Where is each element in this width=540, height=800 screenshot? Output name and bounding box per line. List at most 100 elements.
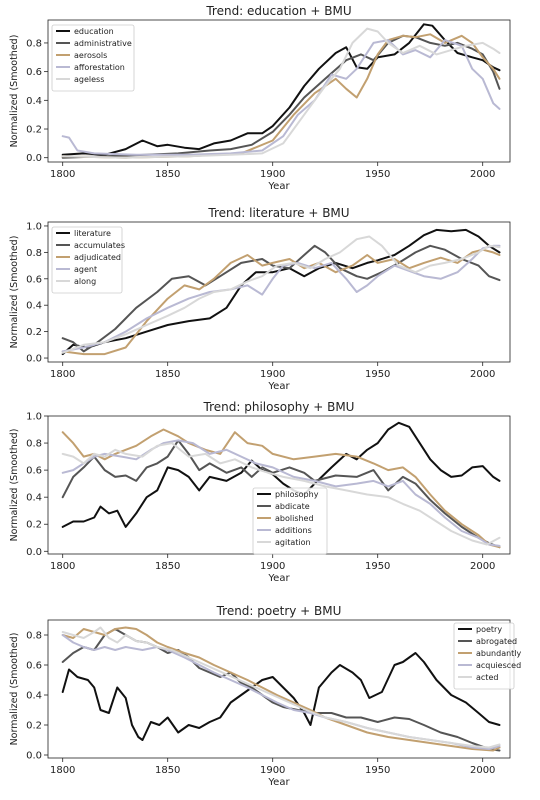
y-axis-label: Normalized (Smoothed) bbox=[9, 429, 20, 542]
y-tick-label: 0.6 bbox=[26, 466, 42, 477]
series-line-ageless bbox=[61, 27, 501, 159]
x-tick-label: 1850 bbox=[155, 369, 180, 380]
legend-entry: along bbox=[74, 277, 96, 286]
series-line-agent bbox=[61, 244, 501, 353]
legend-box bbox=[51, 24, 135, 92]
series-line-additions bbox=[61, 439, 501, 547]
series-line-philosophy bbox=[61, 421, 501, 528]
legend-box bbox=[453, 622, 515, 690]
x-tick-label: 1900 bbox=[260, 765, 285, 776]
series-line-agitation bbox=[61, 442, 501, 546]
x-tick-label: 1800 bbox=[50, 765, 75, 776]
legend: education administrative aerosols afforesta… bbox=[51, 24, 135, 92]
y-tick-label: 0.4 bbox=[26, 493, 42, 504]
chart-3: Trend: philosophy + BMU 1800 1850 1900 1950 2… bbox=[9, 400, 511, 584]
y-tick-label: 0.8 bbox=[26, 631, 42, 642]
x-tick-label: 1950 bbox=[365, 561, 390, 572]
legend-entry: adjudicated bbox=[74, 253, 121, 262]
legend-box bbox=[51, 226, 123, 294]
y-tick-label: 0.6 bbox=[26, 274, 42, 285]
x-tick-label: 1800 bbox=[50, 561, 75, 572]
chart-title: Trend: philosophy + BMU bbox=[203, 400, 355, 414]
y-tick-label: 0.0 bbox=[26, 751, 42, 762]
legend-entry: abolished bbox=[275, 514, 314, 523]
legend-entry: abdicate bbox=[275, 502, 310, 511]
legend-entry: additions bbox=[275, 526, 312, 535]
series-line-adjudicated bbox=[61, 248, 501, 356]
series-line-aerosols bbox=[61, 33, 501, 159]
y-tick-label: 1.0 bbox=[26, 412, 42, 423]
y-axis-label: Normalized (Smoothed) bbox=[9, 236, 20, 349]
legend-entry: administrative bbox=[74, 39, 132, 48]
series-line-along bbox=[61, 235, 501, 354]
x-tick-label: 2000 bbox=[470, 369, 495, 380]
chart-1: Trend: education + BMU 1800 1850 1900 1950 20… bbox=[9, 4, 511, 192]
legend-entry: acquiesced bbox=[476, 661, 521, 670]
y-tick-label: 0.8 bbox=[26, 248, 42, 259]
x-tick-label: 2000 bbox=[470, 169, 495, 180]
series-line-acted bbox=[61, 626, 501, 749]
legend-entry: abundantly bbox=[476, 649, 522, 658]
legend-entry: aerosols bbox=[74, 51, 107, 60]
y-axis-label: Normalized (Smoothed) bbox=[9, 633, 20, 746]
y-tick-label: 0.4 bbox=[26, 691, 42, 702]
x-tick-label: 1950 bbox=[365, 369, 390, 380]
y-tick-label: 0.6 bbox=[26, 67, 42, 78]
legend-entry: afforestation bbox=[74, 63, 125, 72]
legend-entry: ageless bbox=[74, 75, 104, 84]
legend: poetry abrogated abundantly acquiesced acted bbox=[453, 622, 522, 690]
y-tick-label: 0.2 bbox=[26, 520, 42, 531]
series-line-abundantly bbox=[61, 626, 501, 752]
legend-entry: agitation bbox=[275, 538, 311, 547]
x-tick-label: 1800 bbox=[50, 369, 75, 380]
series-line-accumulates bbox=[61, 244, 501, 353]
y-tick-label: 0.8 bbox=[26, 439, 42, 450]
x-axis-label: Year bbox=[267, 381, 290, 392]
y-tick-label: 0.8 bbox=[26, 38, 42, 49]
chart-title: Trend: poetry + BMU bbox=[216, 604, 342, 618]
chart-2: Trend: literature + BMU 1800 1850 1900 1950 2… bbox=[9, 206, 511, 392]
x-tick-label: 1950 bbox=[365, 169, 390, 180]
legend-entry: poetry bbox=[476, 625, 502, 634]
y-tick-label: 0.0 bbox=[26, 354, 42, 365]
legend: literature accumulates adjudicated agent alo… bbox=[51, 226, 125, 294]
legend-entry: literature bbox=[74, 229, 111, 238]
chart-4: Trend: poetry + BMU 1800 1850 1900 1950 2000 0… bbox=[9, 604, 522, 788]
x-axis-label: Year bbox=[267, 573, 290, 584]
series-line-afforestation bbox=[61, 39, 501, 156]
y-tick-label: 0.0 bbox=[26, 547, 42, 558]
x-tick-label: 2000 bbox=[470, 561, 495, 572]
x-tick-label: 1950 bbox=[365, 765, 390, 776]
x-tick-label: 1900 bbox=[260, 169, 285, 180]
series-line-abolished bbox=[61, 428, 501, 549]
x-tick-label: 1850 bbox=[155, 561, 180, 572]
y-tick-label: 0.6 bbox=[26, 661, 42, 672]
x-tick-label: 1850 bbox=[155, 169, 180, 180]
x-tick-label: 1850 bbox=[155, 765, 180, 776]
legend: philosophy abdicate abolished additions agit… bbox=[252, 487, 328, 555]
legend-entry: abrogated bbox=[476, 637, 517, 646]
x-tick-label: 1900 bbox=[260, 369, 285, 380]
legend-entry: agent bbox=[74, 265, 97, 274]
y-tick-label: 0.2 bbox=[26, 125, 42, 136]
x-tick-label: 1900 bbox=[260, 561, 285, 572]
series-line-abrogated bbox=[61, 628, 501, 752]
y-tick-label: 0.0 bbox=[26, 153, 42, 164]
series-line-literature bbox=[61, 228, 501, 356]
legend-entry: accumulates bbox=[74, 241, 125, 250]
y-axis-label: Normalized (Smoothed) bbox=[9, 35, 20, 148]
chart-title: Trend: education + BMU bbox=[205, 4, 351, 18]
y-tick-label: 0.4 bbox=[26, 301, 42, 312]
legend-entry: philosophy bbox=[275, 490, 319, 499]
y-tick-label: 0.2 bbox=[26, 721, 42, 732]
x-tick-label: 1800 bbox=[50, 169, 75, 180]
series-line-education bbox=[61, 23, 501, 156]
series-line-abdicate bbox=[61, 439, 501, 549]
y-tick-label: 0.4 bbox=[26, 96, 42, 107]
x-axis-label: Year bbox=[267, 181, 290, 192]
plot-area bbox=[47, 619, 511, 759]
legend-entry: education bbox=[74, 27, 114, 36]
y-tick-label: 1.0 bbox=[26, 221, 42, 232]
x-axis-label: Year bbox=[267, 777, 290, 788]
